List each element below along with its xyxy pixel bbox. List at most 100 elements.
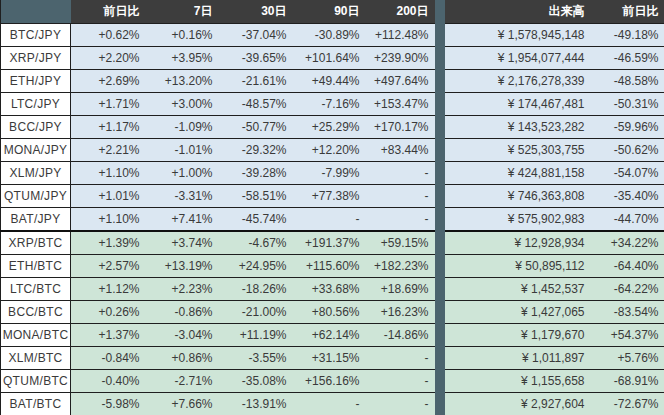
table-row: ETH/JPY +2.69% +13.20% -21.61% +49.44% +… (1, 70, 664, 93)
change-30d-cell: -3.55% (219, 347, 293, 370)
table-row: BCC/BTC +0.26% -0.86% -21.00% +80.56% +1… (1, 301, 664, 324)
table-header: 前日比 7日 30日 90日 200日 出来高 前日比 (1, 0, 664, 24)
divider-column-cell (435, 70, 445, 93)
pair-name-cell: BAT/BTC (1, 393, 71, 415)
change-1d-cell: +1.17% (71, 116, 146, 139)
change-90d-cell: -30.89% (293, 24, 366, 47)
change-1d-cell: +1.71% (71, 93, 146, 116)
column-header-30d: 30日 (219, 0, 293, 24)
volume-change-1d-cell: -49.18% (591, 24, 664, 47)
change-200d-cell: +182.23% (366, 255, 435, 278)
pair-name-cell: QTUM/JPY (1, 185, 71, 208)
change-7d-cell: -3.31% (146, 185, 219, 208)
change-1d-cell: +1.39% (71, 231, 146, 255)
volume-change-1d-cell: -64.40% (591, 255, 664, 278)
crypto-performance-table: 前日比 7日 30日 90日 200日 出来高 前日比 BTC/JPY +0.6… (0, 0, 664, 415)
change-90d-cell: +25.29% (293, 116, 366, 139)
divider-column-cell (435, 278, 445, 301)
divider-column-cell (435, 370, 445, 393)
volume-change-1d-cell: +34.22% (591, 231, 664, 255)
change-1d-cell: +0.62% (71, 24, 146, 47)
change-7d-cell: +0.86% (146, 347, 219, 370)
table-row: XLM/JPY +1.10% +1.00% -39.28% -7.99% - ¥… (1, 162, 664, 185)
change-1d-cell: +1.10% (71, 208, 146, 232)
divider-column-cell (435, 255, 445, 278)
change-90d-cell: +156.16% (293, 370, 366, 393)
divider-column-cell (435, 301, 445, 324)
change-30d-cell: -39.65% (219, 47, 293, 70)
change-90d-cell: +80.56% (293, 301, 366, 324)
table-row: XRP/JPY +2.20% +3.95% -39.65% +101.64% +… (1, 47, 664, 70)
change-200d-cell: +239.90% (366, 47, 435, 70)
volume-cell: ¥ 746,363,808 (445, 185, 591, 208)
change-1d-cell: +2.20% (71, 47, 146, 70)
volume-change-1d-cell: -35.40% (591, 185, 664, 208)
change-30d-cell: -39.28% (219, 162, 293, 185)
volume-cell: ¥ 1,578,945,148 (445, 24, 591, 47)
change-30d-cell: -29.32% (219, 139, 293, 162)
table-row: LTC/BTC +1.12% +2.23% -18.26% +33.68% +1… (1, 278, 664, 301)
column-header-volume-change-1d: 前日比 (591, 0, 664, 24)
pair-name-cell: XLM/BTC (1, 347, 71, 370)
change-90d-cell: +191.37% (293, 231, 366, 255)
column-header-90d: 90日 (293, 0, 366, 24)
change-200d-cell: - (366, 370, 435, 393)
change-90d-cell: +33.68% (293, 278, 366, 301)
change-30d-cell: -45.74% (219, 208, 293, 232)
change-7d-cell: +3.00% (146, 93, 219, 116)
volume-cell: ¥ 1,954,077,444 (445, 47, 591, 70)
pair-name-cell: ETH/JPY (1, 70, 71, 93)
pair-name-cell: MONA/JPY (1, 139, 71, 162)
volume-cell: ¥ 1,155,658 (445, 370, 591, 393)
volume-cell: ¥ 143,523,282 (445, 116, 591, 139)
volume-cell: ¥ 12,928,934 (445, 231, 591, 255)
change-200d-cell: - (366, 208, 435, 232)
corner-header-cell (1, 0, 71, 24)
change-7d-cell: +0.16% (146, 24, 219, 47)
volume-change-1d-cell: +54.37% (591, 324, 664, 347)
volume-change-1d-cell: -64.22% (591, 278, 664, 301)
pair-name-cell: BTC/JPY (1, 24, 71, 47)
change-90d-cell: -7.16% (293, 93, 366, 116)
change-200d-cell: +112.48% (366, 24, 435, 47)
change-1d-cell: +1.37% (71, 324, 146, 347)
change-1d-cell: +2.57% (71, 255, 146, 278)
table-row: BAT/BTC -5.98% +7.66% -13.91% - - ¥ 2,92… (1, 393, 664, 415)
volume-change-1d-cell: +5.76% (591, 347, 664, 370)
change-1d-cell: +1.10% (71, 162, 146, 185)
change-90d-cell: - (293, 393, 366, 415)
change-30d-cell: +24.95% (219, 255, 293, 278)
change-90d-cell: +62.14% (293, 324, 366, 347)
change-200d-cell: +16.23% (366, 301, 435, 324)
change-200d-cell: +18.69% (366, 278, 435, 301)
change-7d-cell: +7.41% (146, 208, 219, 232)
pair-name-cell: BCC/BTC (1, 301, 71, 324)
change-30d-cell: -58.51% (219, 185, 293, 208)
table-row: QTUM/JPY +1.01% -3.31% -58.51% +77.38% -… (1, 185, 664, 208)
change-200d-cell: +170.17% (366, 116, 435, 139)
volume-change-1d-cell: -72.67% (591, 393, 664, 415)
pair-name-cell: XRP/JPY (1, 47, 71, 70)
column-header-volume: 出来高 (445, 0, 591, 24)
pair-name-cell: MONA/BTC (1, 324, 71, 347)
change-90d-cell: +101.64% (293, 47, 366, 70)
divider-column-cell (435, 185, 445, 208)
change-1d-cell: +2.21% (71, 139, 146, 162)
change-30d-cell: -21.00% (219, 301, 293, 324)
change-90d-cell: -7.99% (293, 162, 366, 185)
change-30d-cell: -13.91% (219, 393, 293, 415)
divider-column-cell (435, 208, 445, 232)
change-7d-cell: -2.71% (146, 370, 219, 393)
table-row: XRP/BTC +1.39% +3.74% -4.67% +191.37% +5… (1, 231, 664, 255)
volume-change-1d-cell: -59.96% (591, 116, 664, 139)
divider-column-header (435, 0, 445, 24)
change-7d-cell: +13.20% (146, 70, 219, 93)
change-200d-cell: +497.64% (366, 70, 435, 93)
divider-column-cell (435, 24, 445, 47)
volume-cell: ¥ 2,176,278,339 (445, 70, 591, 93)
divider-column-cell (435, 162, 445, 185)
change-7d-cell: +2.23% (146, 278, 219, 301)
change-7d-cell: -3.04% (146, 324, 219, 347)
table-row: XLM/BTC -0.84% +0.86% -3.55% +31.15% - ¥… (1, 347, 664, 370)
table-row: MONA/BTC +1.37% -3.04% +11.19% +62.14% -… (1, 324, 664, 347)
